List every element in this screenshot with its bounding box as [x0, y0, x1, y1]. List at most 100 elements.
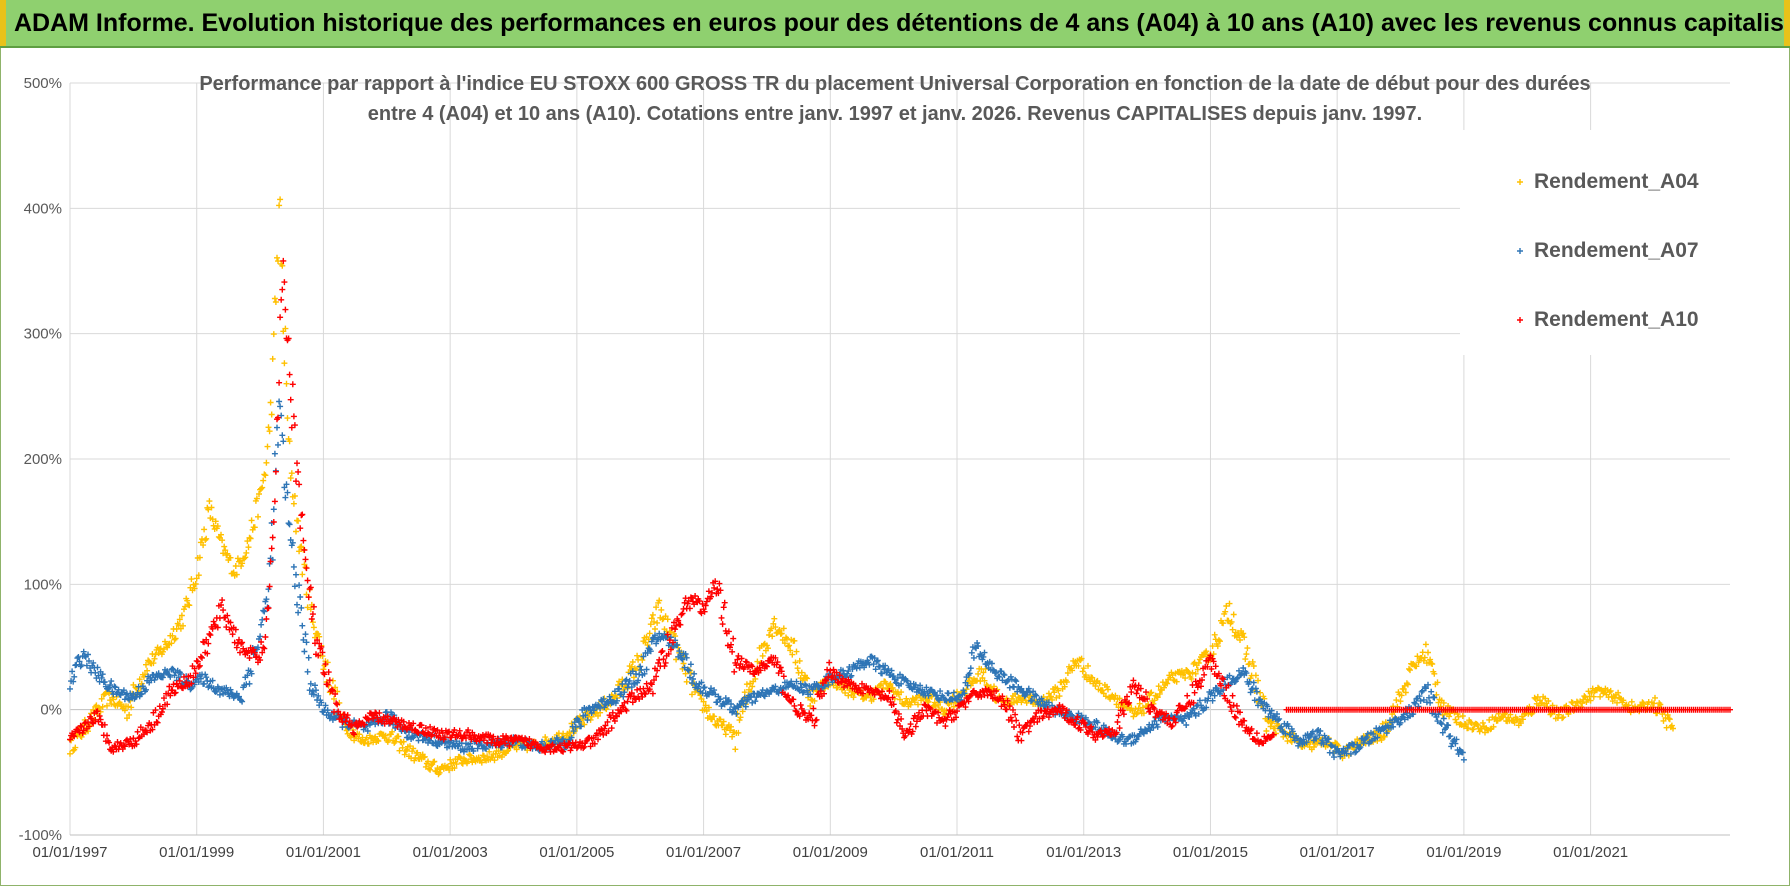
data-point	[911, 712, 918, 719]
data-point	[1011, 724, 1017, 730]
data-point	[1246, 730, 1253, 737]
data-point	[826, 659, 833, 666]
data-point	[269, 355, 276, 362]
data-point	[763, 663, 770, 670]
data-point	[685, 667, 692, 674]
data-point	[1316, 732, 1323, 739]
data-point	[286, 371, 293, 378]
data-point	[975, 670, 982, 677]
data-point	[279, 262, 286, 269]
data-point	[791, 702, 798, 709]
data-point	[898, 715, 905, 722]
data-point	[1112, 692, 1119, 699]
data-point	[407, 743, 413, 750]
data-point	[618, 708, 625, 715]
data-point	[557, 742, 563, 749]
data-point	[1207, 652, 1214, 659]
data-point	[70, 678, 77, 685]
data-point	[395, 733, 402, 740]
data-point	[878, 681, 884, 687]
data-point	[871, 691, 878, 698]
data-point	[644, 650, 651, 656]
data-point	[1004, 697, 1011, 704]
data-point	[915, 701, 921, 708]
data-point	[703, 708, 710, 714]
data-point	[453, 738, 460, 745]
data-point	[204, 650, 211, 657]
data-point	[772, 624, 779, 631]
data-point	[1154, 723, 1161, 730]
data-point	[260, 607, 267, 614]
data-point	[441, 734, 448, 740]
data-point	[754, 658, 761, 665]
data-point	[1243, 651, 1250, 658]
data-point	[404, 734, 411, 741]
data-point	[671, 619, 677, 626]
data-point	[1119, 733, 1126, 740]
data-point	[1099, 733, 1106, 740]
data-point	[644, 642, 651, 649]
data-point	[318, 699, 325, 706]
data-point	[94, 708, 101, 715]
data-point	[410, 720, 417, 727]
data-point	[195, 679, 202, 685]
data-point	[112, 684, 119, 691]
data-point	[1019, 689, 1026, 696]
data-point	[123, 691, 129, 698]
data-point	[489, 736, 496, 743]
data-point	[898, 689, 905, 696]
data-point	[197, 653, 204, 660]
data-point	[1000, 671, 1007, 678]
data-point	[295, 609, 302, 616]
data-point	[872, 666, 879, 673]
data-point	[1445, 722, 1452, 729]
data-point	[283, 481, 290, 488]
data-point	[829, 673, 836, 680]
data-point	[325, 669, 332, 676]
data-point	[75, 654, 82, 660]
data-point	[1219, 675, 1226, 682]
data-point	[1151, 697, 1158, 704]
data-point	[239, 560, 246, 567]
data-point	[1018, 699, 1025, 706]
data-point	[168, 640, 175, 647]
data-point	[780, 625, 787, 632]
data-point	[114, 739, 121, 745]
data-point	[686, 605, 693, 612]
data-point	[191, 585, 198, 592]
data-point	[202, 537, 209, 543]
data-point	[221, 543, 228, 550]
data-point	[662, 613, 669, 620]
data-point	[659, 616, 666, 623]
data-point	[1353, 748, 1360, 755]
data-point	[427, 766, 434, 773]
y-tick-label: 300%	[24, 326, 62, 343]
data-point	[1085, 662, 1091, 669]
data-point	[1189, 669, 1196, 676]
data-point	[729, 709, 736, 716]
data-point	[742, 703, 749, 710]
data-point	[923, 684, 930, 691]
data-point	[1381, 733, 1388, 740]
data-point	[399, 744, 406, 751]
data-point	[889, 684, 896, 691]
data-point	[1233, 702, 1240, 709]
y-tick-label: 500%	[24, 75, 62, 92]
data-point	[80, 727, 87, 734]
data-point	[656, 597, 663, 604]
data-point	[1492, 714, 1499, 721]
data-point	[365, 716, 372, 723]
data-point	[1327, 742, 1334, 748]
data-point	[326, 677, 333, 684]
data-point	[296, 481, 303, 488]
data-point	[876, 691, 883, 698]
data-point	[893, 719, 900, 726]
data-point	[665, 650, 672, 657]
data-point	[1001, 672, 1008, 679]
data-point	[1106, 725, 1113, 732]
data-point	[1229, 626, 1236, 633]
data-point	[196, 554, 203, 561]
data-point	[1266, 716, 1273, 723]
data-point	[698, 679, 705, 686]
data-point	[289, 539, 296, 546]
